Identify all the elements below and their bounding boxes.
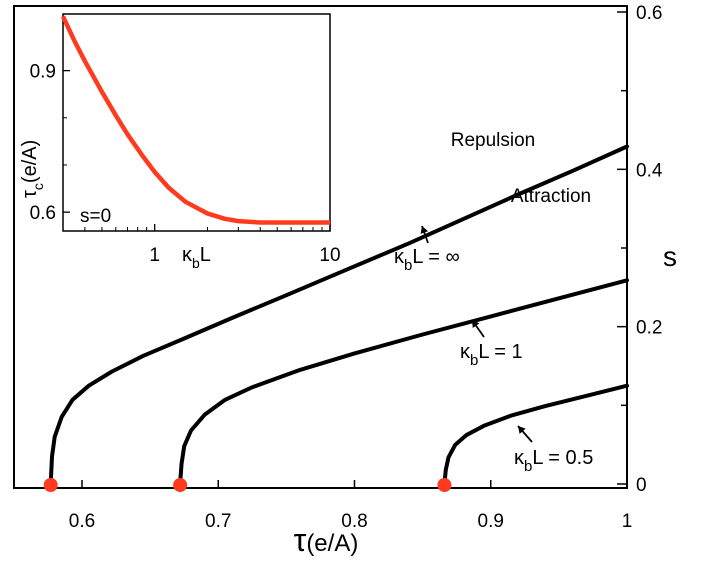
y-axis-label: s <box>663 241 677 272</box>
x-axis-label: τ(e/A) <box>294 522 359 558</box>
series-line-0 <box>48 144 629 486</box>
inset-x-axis-label-rest: L <box>200 244 211 266</box>
inset-x-axis-label: κbL <box>182 244 211 271</box>
x-tick-label-1: 0.7 <box>205 511 231 532</box>
critical-point-0 <box>43 478 58 492</box>
inset-x-axis-label-symbol: κ <box>182 244 193 266</box>
y-tick-label-1: 0.2 <box>636 318 662 339</box>
main-plot-frame <box>13 5 628 489</box>
inset-x-axis-label-subscript: b <box>192 255 200 271</box>
y-tick-label-3: 0.6 <box>636 3 662 24</box>
x-axis-label-symbol: τ <box>294 522 307 558</box>
region-label-repulsion: Repulsion <box>451 130 536 151</box>
series-label-0-rest: L = ∞ <box>412 246 459 268</box>
inset-plot-frame <box>62 13 331 232</box>
series-label-2-symbol: κ <box>514 447 525 469</box>
inset-annotation: s=0 <box>80 206 111 227</box>
x-tick-label-4: 1 <box>622 511 633 532</box>
x-tick-label-2: 0.8 <box>341 511 367 532</box>
inset-y-axis-label-symbol: τ <box>19 190 41 198</box>
series-label-2-rest: L = 0.5 <box>532 447 593 469</box>
inset-x-tick-label-0: 1 <box>149 245 160 266</box>
x-tick-label-0: 0.6 <box>69 511 95 532</box>
annotation-arrowhead-2 <box>518 426 526 434</box>
series-label-1-symbol: κ <box>460 341 471 363</box>
series-line-1 <box>178 278 629 486</box>
series-label-0: κbL = ∞ <box>394 246 460 274</box>
series-label-2: κbL = 0.5 <box>514 447 593 475</box>
inset-y-axis-label-subscript: c <box>30 183 46 190</box>
region-label-attraction: Attraction <box>511 186 591 207</box>
inset-y-tick-label-1: 0.9 <box>30 62 56 83</box>
annotation-arrowhead-1 <box>472 320 480 329</box>
series-line-2 <box>442 383 629 486</box>
inset-series-line <box>60 15 330 225</box>
inset-y-axis-label: τc(e/A) <box>19 140 46 198</box>
annotation-arrowhead-0 <box>420 226 429 234</box>
series-label-1-rest: L = 1 <box>478 341 522 363</box>
inset-x-tick-label-1: 10 <box>319 245 340 266</box>
series-label-2-subscript: b <box>524 458 532 475</box>
series-label-0-symbol: κ <box>394 246 405 268</box>
y-tick-label-2: 0.4 <box>636 160 663 181</box>
critical-point-2 <box>437 478 452 492</box>
series-label-0-subscript: b <box>404 257 412 274</box>
x-tick-label-3: 0.9 <box>478 511 504 532</box>
series-label-1-subscript: b <box>470 352 478 369</box>
x-axis-label-unit: (e/A) <box>306 530 358 557</box>
series-label-1: κbL = 1 <box>460 341 523 369</box>
critical-point-1 <box>173 478 188 492</box>
inset-y-tick-label-0: 0.6 <box>30 203 56 224</box>
y-tick-label-0: 0 <box>636 475 647 496</box>
inset-y-axis-label-rest: (e/A) <box>19 140 41 183</box>
